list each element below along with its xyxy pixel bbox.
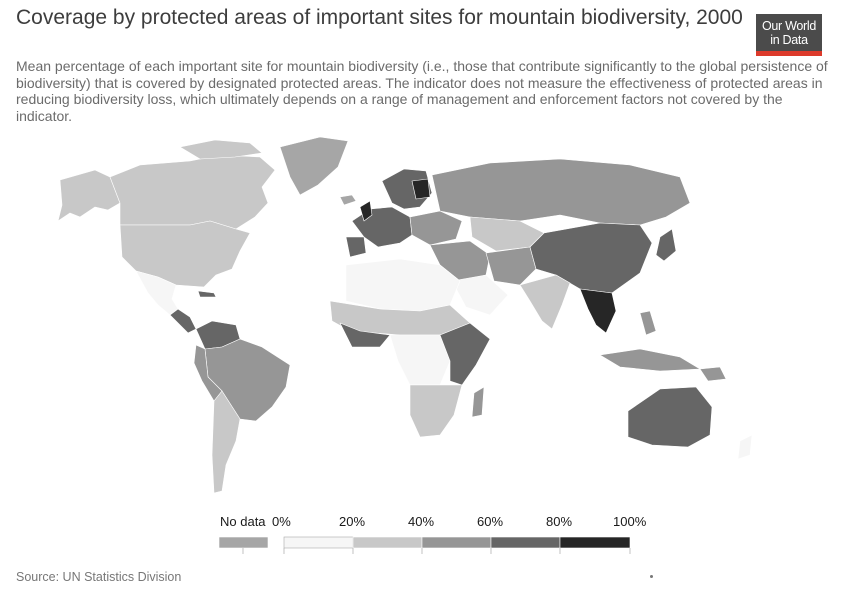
legend-swatch-bin[interactable] — [283, 536, 354, 549]
legend-tick-label: 20% — [339, 514, 366, 529]
region-arabia[interactable] — [451, 274, 509, 316]
region-southern-africa[interactable] — [409, 384, 463, 438]
region-canada[interactable] — [109, 154, 276, 230]
region-new-zealand[interactable] — [737, 434, 753, 460]
source-note: Source: UN Statistics Division — [16, 570, 182, 584]
region-india[interactable] — [519, 274, 571, 330]
region-iran-pakistan[interactable] — [485, 246, 537, 286]
region-west-africa[interactable] — [339, 322, 391, 348]
region-iceland[interactable] — [339, 194, 357, 206]
logo-line-1: Our World — [761, 18, 817, 33]
region-argentina-chile[interactable] — [211, 390, 241, 494]
region-southeast-asia[interactable] — [579, 288, 617, 334]
region-central-america[interactable] — [169, 308, 197, 334]
region-eastern-europe[interactable] — [409, 210, 463, 246]
region-arctic-islands[interactable] — [179, 139, 263, 160]
region-japan[interactable] — [655, 228, 677, 262]
legend-tick-label: 60% — [477, 514, 504, 529]
legend-no-data-label: No data — [220, 514, 266, 529]
region-scandinavia[interactable] — [381, 168, 433, 210]
owid-logo[interactable]: Our World in Data — [756, 14, 822, 56]
region-madagascar[interactable] — [471, 386, 485, 418]
region-united-kingdom[interactable] — [359, 200, 373, 222]
region-caribbean[interactable] — [197, 290, 217, 298]
legend-swatch-bin[interactable] — [490, 536, 561, 549]
world-map[interactable] — [0, 125, 850, 510]
legend-swatch-bin[interactable] — [421, 536, 492, 549]
region-indonesia[interactable] — [599, 348, 701, 372]
legend-tick-label: 100% — [613, 514, 647, 529]
region-australia[interactable] — [627, 386, 713, 448]
legend-tick-label: 0% — [272, 514, 291, 529]
decorative-dot — [650, 575, 653, 578]
chart-title: Coverage by protected areas of important… — [16, 6, 743, 29]
region-finland[interactable] — [411, 178, 431, 200]
legend-swatch-bin[interactable] — [559, 536, 631, 549]
legend-tick-label: 80% — [546, 514, 573, 529]
region-central-africa[interactable] — [389, 334, 451, 386]
legend-tick-label: 40% — [408, 514, 435, 529]
legend-labels: No data 0% 20% 40% 60% 80% 100% — [0, 514, 850, 532]
legend-color-bar — [218, 536, 631, 554]
region-philippines[interactable] — [639, 310, 657, 336]
region-alaska[interactable] — [57, 169, 121, 222]
region-greenland[interactable] — [279, 136, 349, 196]
logo-line-2: in Data — [770, 32, 808, 47]
chart-subtitle: Mean percentage of each important site f… — [16, 58, 828, 124]
region-russia[interactable] — [431, 158, 691, 226]
legend-swatch-bin[interactable] — [352, 536, 423, 549]
region-papua-new-guinea[interactable] — [699, 366, 727, 382]
region-east-africa[interactable] — [439, 322, 491, 386]
region-iberia[interactable] — [345, 236, 367, 258]
legend-swatch-no-data[interactable] — [218, 536, 269, 549]
